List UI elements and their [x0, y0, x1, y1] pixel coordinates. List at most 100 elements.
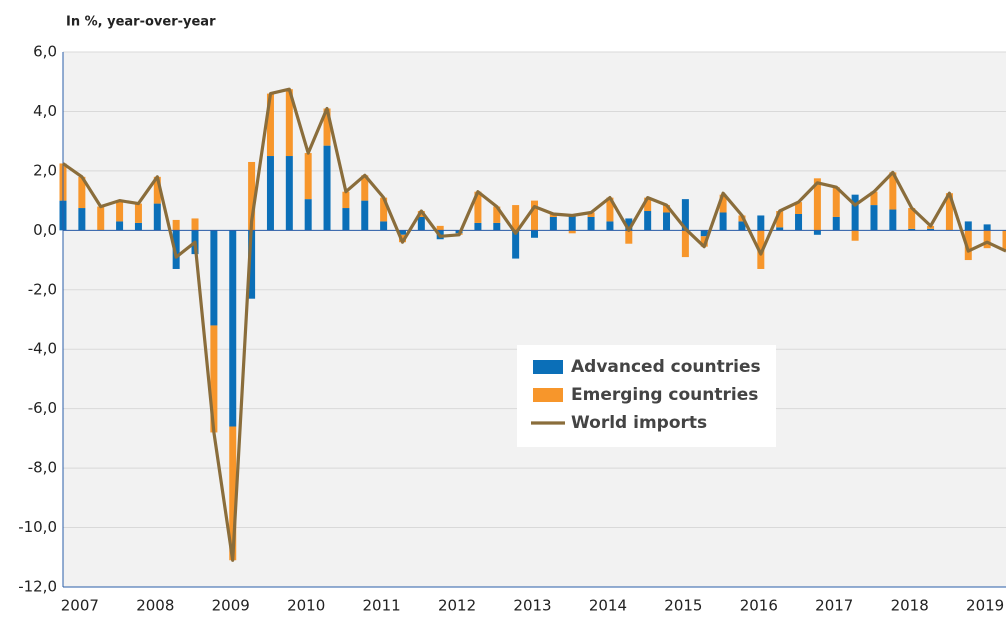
bar	[248, 161, 256, 231]
bar	[172, 219, 180, 231]
bar	[757, 215, 765, 231]
x-tick-label: 2016	[740, 597, 778, 615]
bar	[380, 197, 388, 222]
bar	[700, 236, 708, 247]
bar	[927, 228, 935, 231]
bar	[153, 203, 161, 231]
bar	[134, 222, 142, 231]
y-tick-label: 6,0	[33, 43, 57, 61]
bar	[644, 197, 652, 212]
bar	[248, 230, 256, 299]
x-tick-label: 2010	[287, 597, 325, 615]
bar	[776, 227, 784, 231]
bar	[625, 230, 633, 244]
bar	[813, 178, 821, 231]
x-tick-label: 2013	[513, 597, 551, 615]
bar	[304, 199, 312, 231]
bar	[229, 426, 237, 561]
y-tick-label: 4,0	[33, 102, 57, 120]
y-tick-label: -10,0	[18, 518, 57, 536]
bar	[870, 191, 878, 206]
bar	[964, 221, 972, 231]
bar	[832, 216, 840, 231]
bar	[606, 221, 614, 231]
bar	[266, 93, 274, 157]
bar	[681, 199, 689, 231]
bar	[870, 205, 878, 231]
bar	[474, 222, 482, 231]
bar	[323, 108, 331, 146]
bar	[945, 193, 953, 231]
x-tick-label: 2018	[891, 597, 929, 615]
y-tick-label: -4,0	[28, 340, 57, 358]
bar	[587, 212, 595, 217]
bar	[983, 230, 991, 249]
x-tick-label: 2011	[363, 597, 401, 615]
bar	[229, 230, 237, 427]
legend-label: Advanced countries	[571, 357, 761, 377]
bar	[361, 175, 369, 201]
bar	[172, 230, 180, 269]
bar	[889, 209, 897, 231]
bar	[983, 224, 991, 231]
x-tick-label: 2019	[966, 597, 1004, 615]
bar	[851, 194, 859, 231]
bar	[795, 202, 803, 214]
y-tick-label: -2,0	[28, 280, 57, 298]
bar	[380, 221, 388, 231]
legend-swatch	[533, 360, 563, 374]
bar	[512, 205, 520, 231]
bar	[210, 230, 218, 326]
bar	[813, 230, 821, 235]
bar	[568, 213, 576, 231]
bar	[908, 208, 916, 229]
bar	[191, 218, 199, 231]
legend-label: Emerging countries	[571, 385, 758, 405]
bar	[964, 230, 972, 261]
legend: Advanced countries Emerging countries Worl…	[517, 345, 776, 447]
x-tick-label: 2012	[438, 597, 476, 615]
plot-area	[63, 52, 1006, 587]
bar	[795, 213, 803, 231]
bar	[568, 230, 576, 234]
bar	[757, 230, 765, 269]
x-tick-label: 2015	[664, 597, 702, 615]
bar	[342, 191, 350, 209]
legend-swatch	[533, 388, 563, 402]
y-tick-label: -6,0	[28, 399, 57, 417]
legend-label: World imports	[571, 413, 707, 433]
bar	[474, 191, 482, 223]
bar	[663, 205, 671, 213]
bar	[776, 211, 784, 228]
x-tick-label: 2007	[61, 597, 99, 615]
bar	[681, 230, 689, 258]
bar	[78, 208, 86, 231]
bar	[97, 206, 105, 231]
x-tick-label: 2008	[136, 597, 174, 615]
bar	[134, 203, 142, 223]
bar	[587, 216, 595, 231]
bar	[851, 230, 859, 241]
bar	[116, 221, 124, 231]
y-tick-label: 2,0	[33, 161, 57, 179]
x-tick-label: 2009	[212, 597, 250, 615]
bar	[889, 172, 897, 210]
x-tick-label: 2017	[815, 597, 853, 615]
bar	[644, 211, 652, 231]
bar	[719, 194, 727, 213]
bar	[266, 156, 274, 231]
bar	[285, 89, 293, 157]
bar	[436, 225, 444, 231]
y-tick-label: -8,0	[28, 459, 57, 477]
bar	[663, 212, 671, 231]
y-axis-label: In %, year-over-year	[66, 15, 216, 30]
bar	[493, 206, 501, 223]
y-tick-label: 0,0	[33, 221, 57, 239]
bar	[908, 228, 916, 231]
bar	[606, 197, 614, 222]
bar	[625, 218, 633, 231]
bar	[116, 200, 124, 222]
bar	[512, 230, 520, 259]
bar	[832, 187, 840, 217]
